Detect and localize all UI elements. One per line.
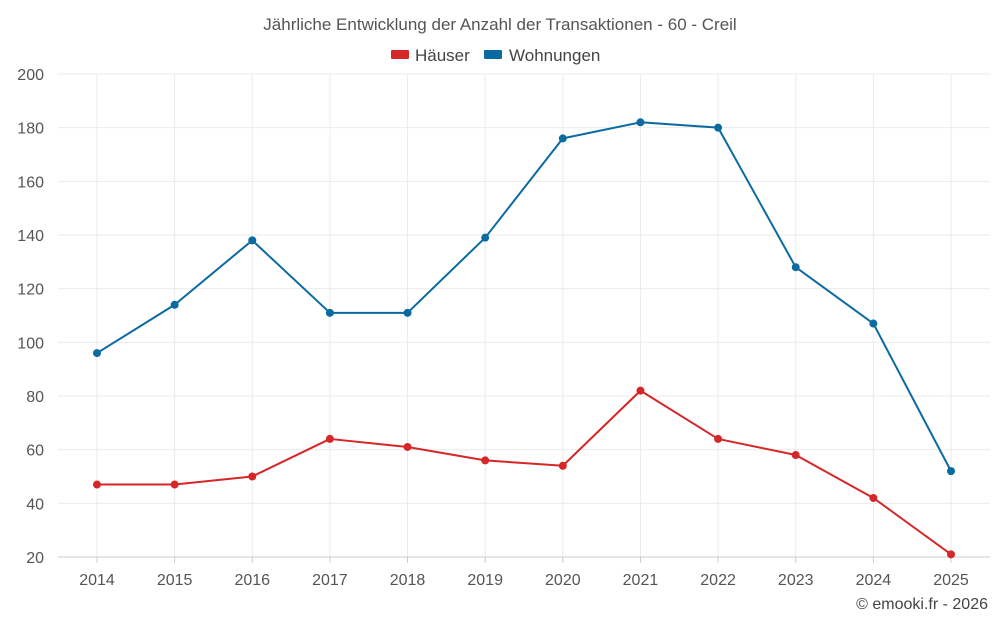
x-tick-label: 2015 <box>157 572 193 589</box>
data-point-wohnungen[interactable] <box>636 118 645 127</box>
data-point-haeuser[interactable] <box>248 472 257 481</box>
legend: Häuser Wohnungen <box>391 46 600 65</box>
x-tick-label: 2023 <box>778 572 814 589</box>
data-point-wohnungen[interactable] <box>791 263 800 272</box>
x-tick-label: 2019 <box>467 572 503 589</box>
data-point-haeuser[interactable] <box>325 434 334 443</box>
x-tick-label: 2018 <box>390 572 426 589</box>
y-tick-label: 120 <box>17 282 44 299</box>
x-tick-label: 2022 <box>700 572 736 589</box>
data-point-haeuser[interactable] <box>714 434 723 443</box>
series-line-haeuser <box>97 389 952 556</box>
y-tick-label: 180 <box>17 121 44 138</box>
data-point-wohnungen[interactable] <box>869 319 878 328</box>
y-tick-label: 200 <box>17 67 44 84</box>
data-point-wohnungen[interactable] <box>481 233 490 242</box>
legend-swatch-wohnungen <box>484 50 502 59</box>
y-axis: 20 40 60 80 100 120 140 160 180 200 <box>17 67 44 567</box>
data-point-haeuser[interactable] <box>791 451 800 460</box>
data-point-haeuser[interactable] <box>636 386 645 395</box>
data-point-haeuser[interactable] <box>869 493 878 502</box>
data-point-haeuser[interactable] <box>403 442 412 451</box>
x-tick-label: 2020 <box>545 572 581 589</box>
x-tick-label: 2025 <box>933 572 969 589</box>
x-tick-label: 2024 <box>856 572 892 589</box>
data-point-wohnungen[interactable] <box>558 134 567 143</box>
x-tick-label: 2017 <box>312 572 348 589</box>
legend-label-haeuser: Häuser <box>415 46 470 65</box>
x-tick-label: 2021 <box>623 572 659 589</box>
data-point-wohnungen[interactable] <box>403 308 412 317</box>
series-group <box>93 118 955 559</box>
y-tick-label: 40 <box>26 496 44 513</box>
data-point-wohnungen[interactable] <box>170 300 179 309</box>
y-tick-label: 80 <box>26 389 44 406</box>
data-point-haeuser[interactable] <box>93 480 101 489</box>
legend-swatch-haeuser <box>391 50 409 59</box>
data-point-wohnungen[interactable] <box>714 123 723 132</box>
legend-label-wohnungen: Wohnungen <box>509 46 600 65</box>
data-point-haeuser[interactable] <box>947 550 955 559</box>
data-point-haeuser[interactable] <box>481 456 490 465</box>
x-tick-label: 2016 <box>234 572 270 589</box>
credit-text: © emooki.fr - 2026 <box>856 596 988 613</box>
data-point-wohnungen[interactable] <box>93 349 101 358</box>
y-tick-label: 140 <box>17 228 44 245</box>
data-point-wohnungen[interactable] <box>947 467 955 476</box>
x-axis: 2014 2015 2016 2017 2018 2019 2020 2021 2022 2023… <box>58 556 990 589</box>
x-tick-label: 2014 <box>79 572 115 589</box>
data-point-wohnungen[interactable] <box>248 236 257 245</box>
y-tick-label: 100 <box>17 335 44 352</box>
series-line-wohnungen <box>96 121 952 472</box>
data-point-haeuser[interactable] <box>170 480 179 489</box>
y-tick-label: 60 <box>26 443 44 460</box>
data-point-wohnungen[interactable] <box>325 308 334 317</box>
chart-title: Jährliche Entwicklung der Anzahl der Tra… <box>263 15 736 34</box>
data-point-haeuser[interactable] <box>558 461 567 470</box>
y-tick-label: 160 <box>17 174 44 191</box>
y-tick-label: 20 <box>26 550 44 567</box>
